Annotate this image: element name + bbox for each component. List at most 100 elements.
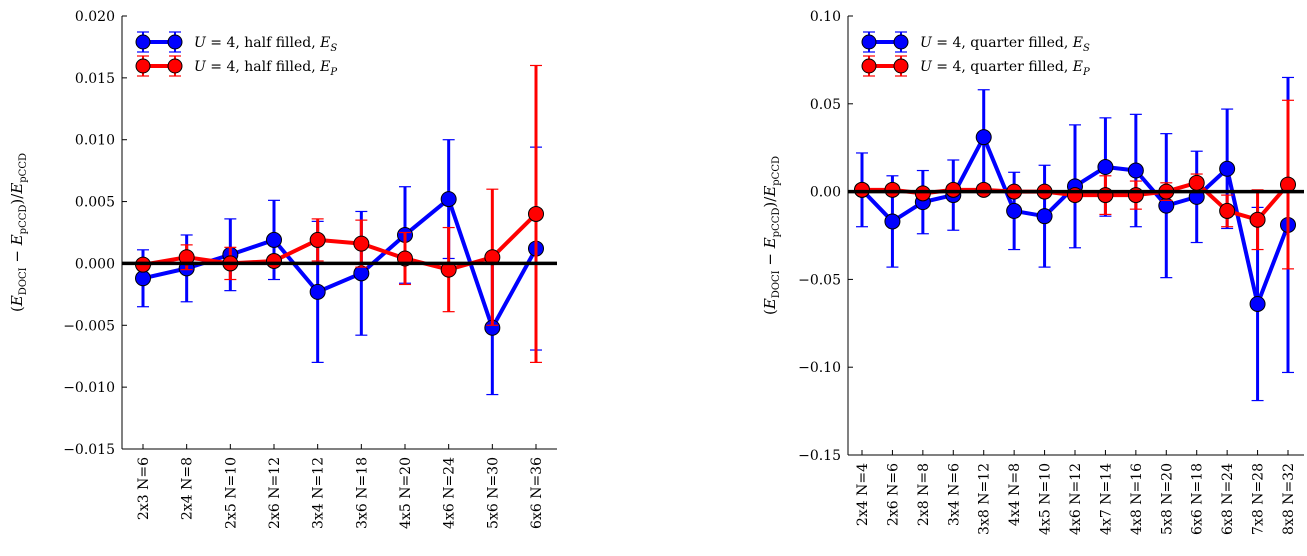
x-tick-label: 5x6 N=30	[485, 457, 501, 529]
ylabel-minus: −	[761, 248, 779, 270]
data-point	[266, 252, 282, 269]
y-tick-label: −0.015	[63, 442, 115, 458]
legend-marker	[893, 58, 909, 74]
legend-sub: S	[330, 43, 337, 54]
ylabel-sub: DOCI	[771, 270, 782, 298]
x-tick-label: 2x8 N=8	[916, 463, 932, 526]
y-tick-label: −0.10	[798, 360, 841, 376]
data-point	[884, 181, 901, 198]
series-2	[135, 64, 544, 363]
y-tick-label: 0.10	[810, 9, 841, 25]
data-point	[975, 181, 992, 198]
data-point	[309, 283, 326, 300]
x-tick-label: 5x8 N=20	[1159, 463, 1175, 535]
x-tick-label: 2x6 N=6	[885, 463, 901, 526]
legend-marker	[167, 58, 183, 74]
legend-text: = 4, quarter filled,	[932, 35, 1073, 51]
legend-text: = 4, quarter filled,	[932, 59, 1073, 75]
x-tick-label: 4x6 N=24	[442, 457, 458, 529]
data-point	[353, 235, 370, 252]
legend-e: E	[1072, 35, 1083, 51]
legend-entry: U = 4, quarter filled, ES	[861, 31, 1090, 54]
data-point	[945, 181, 962, 198]
legend-sub: P	[329, 67, 337, 78]
legend-marker	[167, 34, 183, 50]
ylabel-sub: pCCD	[18, 153, 29, 183]
legend-entry: U = 4, half filled, EP	[135, 55, 337, 78]
ylabel-open: (	[761, 309, 779, 315]
data-point	[353, 265, 370, 282]
chart-1: −0.015 −0.010 −0.005 0.000 0.005 0.010 0.015 0.…	[8, 9, 557, 529]
chart-2: −0.15 −0.10 −0.05 0.00 0.05 0.10 2x4 N=4 2x6 N=…	[761, 9, 1304, 535]
legend-text: = 4, half filled,	[206, 59, 320, 75]
legend-sub: S	[1083, 43, 1090, 54]
series-1	[854, 76, 1296, 402]
data-point	[266, 231, 282, 248]
ylabel-sub: pCCD	[771, 208, 782, 238]
series-line	[142, 212, 538, 272]
ylabel-minus: −	[8, 245, 26, 267]
x-tick-label: 3x4 N=6	[946, 463, 962, 526]
data-point	[309, 231, 326, 248]
data-point	[1219, 160, 1236, 177]
legend-marker	[893, 34, 909, 50]
ylabel-e: E	[761, 186, 779, 198]
y-tick-label: 0.020	[75, 9, 115, 25]
legend-u: U	[920, 59, 933, 75]
x-tick-label: 4x6 N=12	[1068, 463, 1084, 535]
data-point	[914, 185, 931, 202]
x-tick-label: 8x8 N=32	[1281, 463, 1297, 535]
x-tick-label: 2x4 N=8	[180, 457, 196, 520]
ylabel-close: )/	[8, 193, 26, 205]
data-point	[1219, 202, 1236, 219]
legend-label: U = 4, half filled, ES	[194, 35, 337, 54]
y-tick-label: 0.010	[75, 133, 115, 149]
data-point	[854, 181, 870, 198]
series-1	[135, 139, 544, 396]
legend-label: U = 4, quarter filled, EP	[920, 59, 1090, 78]
ylabel-sub: DOCI	[18, 267, 29, 295]
legend-label: U = 4, half filled, EP	[194, 59, 337, 78]
y-axis-label: (EDOCI − EpCCD)/EpCCD	[8, 153, 29, 312]
legend-e: E	[319, 59, 330, 75]
ylabel-e: E	[8, 183, 26, 195]
ylabel-e: E	[761, 298, 779, 310]
data-point	[440, 191, 457, 208]
x-tick-label: 2x6 N=12	[267, 457, 283, 529]
data-point	[1127, 162, 1144, 179]
y-axis-label: (EDOCI − EpCCD)/EpCCD	[761, 156, 782, 315]
x-tick-label: 4x7 N=14	[1098, 463, 1114, 535]
y-tick-label: −0.05	[798, 272, 841, 288]
y-tick-label: 0.000	[75, 256, 115, 272]
y-tick-label: 0.05	[810, 97, 841, 113]
y-tick-label: 0.00	[810, 185, 841, 201]
legend: U = 4, half filled, ESU = 4, half filled…	[135, 31, 337, 78]
x-tick-label: 6x6 N=18	[1190, 463, 1206, 535]
ylabel-open: (	[8, 306, 26, 312]
y-tick-label: −0.010	[63, 380, 115, 396]
ylabel-close: )/	[761, 196, 779, 208]
data-point	[1036, 208, 1053, 225]
legend-e: E	[319, 35, 330, 51]
data-point	[1249, 295, 1266, 312]
x-tick-label: 7x8 N=28	[1251, 463, 1267, 535]
data-point	[1097, 159, 1114, 176]
data-point	[975, 129, 992, 146]
legend-u: U	[194, 35, 207, 51]
data-point	[1188, 174, 1205, 191]
ylabel-e: E	[8, 295, 26, 307]
x-tick-label: 6x6 N=36	[529, 457, 545, 529]
legend-marker	[861, 58, 877, 74]
x-tick-label: 2x4 N=4	[855, 463, 871, 526]
data-point	[135, 270, 151, 287]
x-tick-label: 3x6 N=18	[354, 457, 370, 529]
legend-u: U	[194, 59, 207, 75]
x-tick-label: 2x5 N=10	[223, 457, 239, 529]
data-point	[528, 205, 544, 222]
x-tick-label: 4x8 N=16	[1129, 463, 1145, 535]
y-tick-label: 0.015	[75, 71, 115, 87]
y-tick-label: 0.005	[75, 195, 115, 211]
legend-marker	[135, 34, 151, 50]
y-tick-label: −0.005	[63, 318, 115, 334]
x-tick-label: 4x4 N=8	[1007, 463, 1023, 526]
